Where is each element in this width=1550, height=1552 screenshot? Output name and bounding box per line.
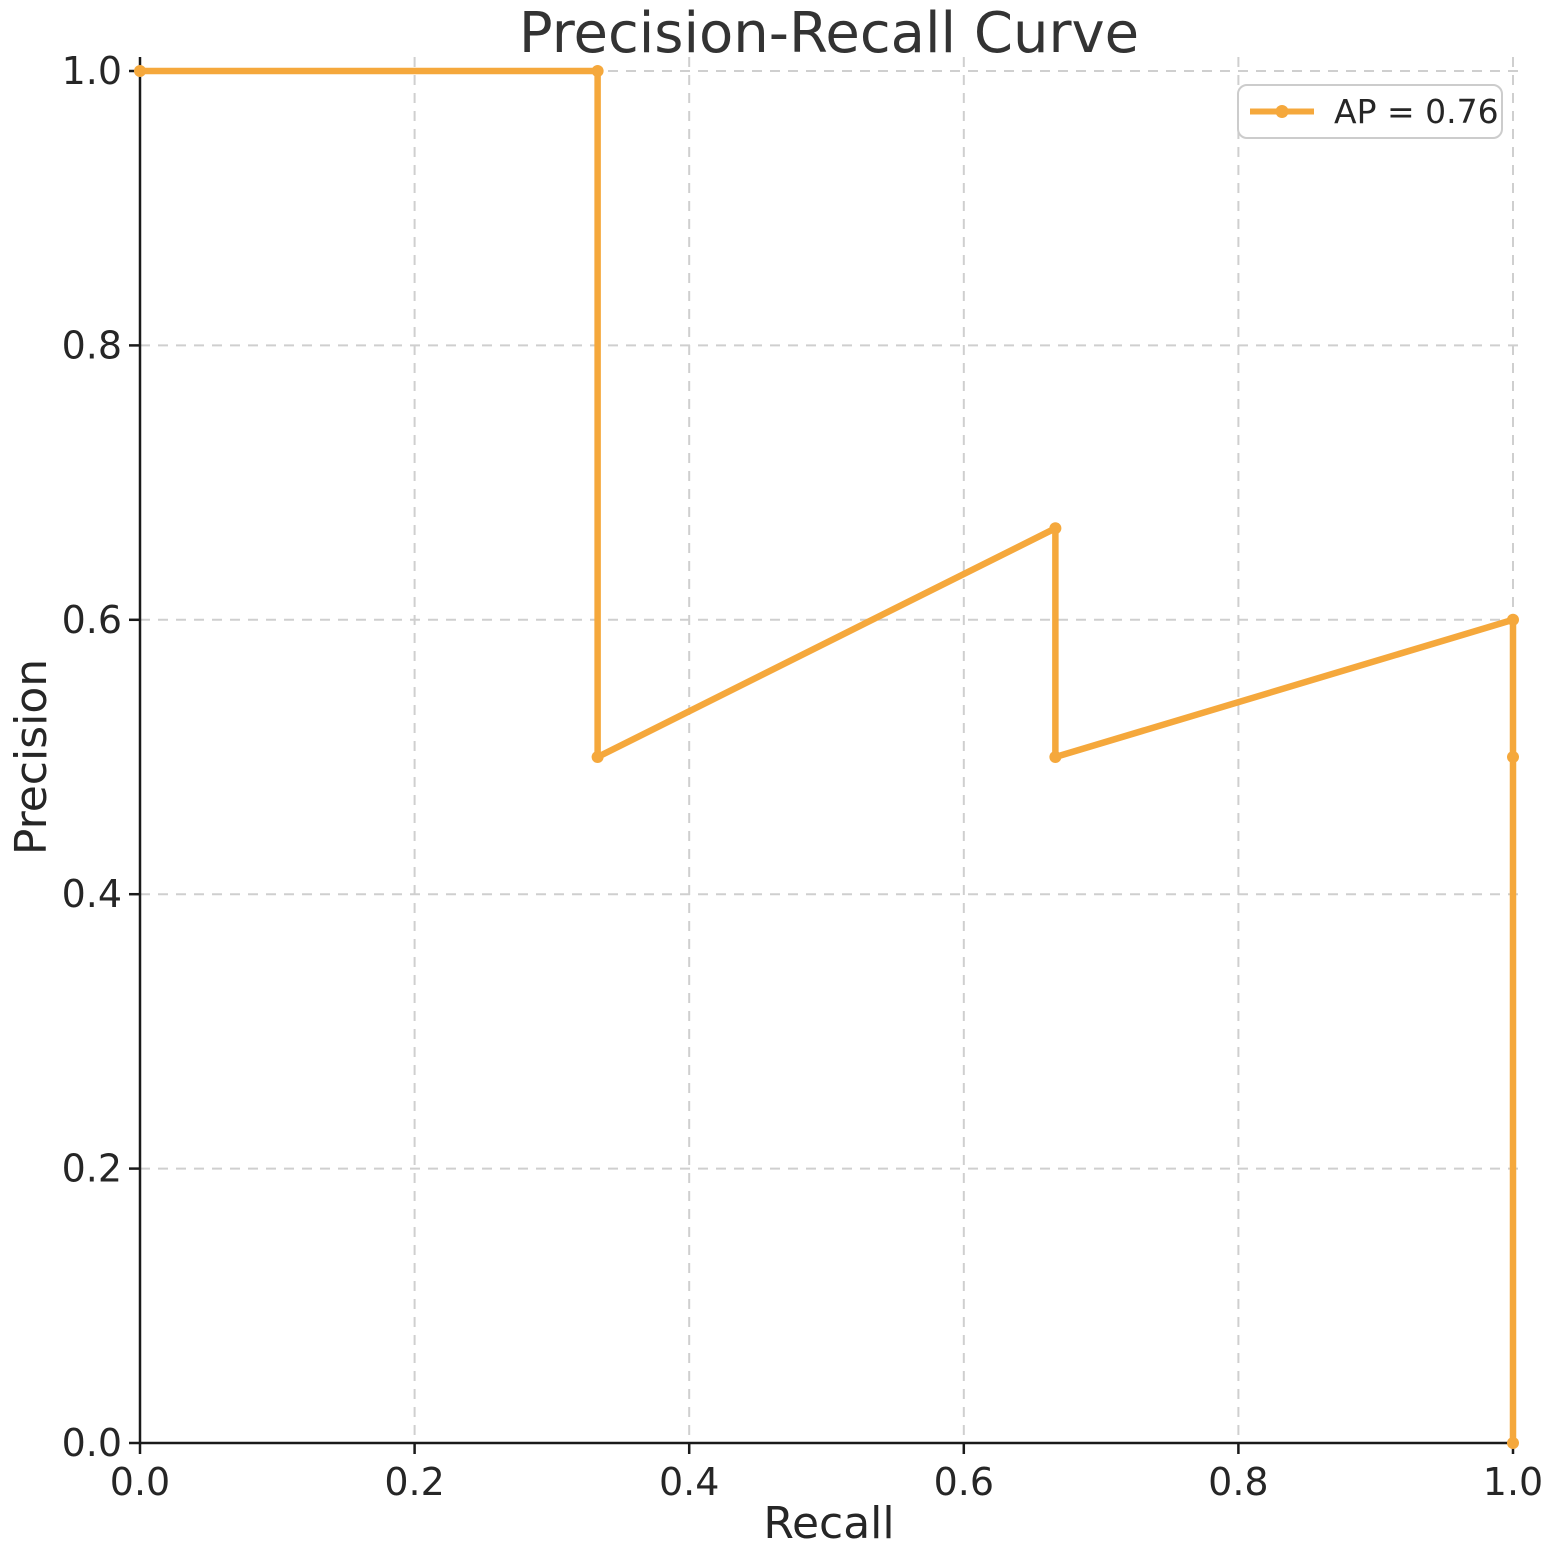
x-tick-label: 0.2 bbox=[384, 1460, 444, 1504]
x-tick-label: 0.0 bbox=[110, 1460, 170, 1504]
legend-marker-icon bbox=[1275, 105, 1289, 118]
x-axis-label: Recall bbox=[763, 1498, 894, 1549]
pr-curve-line bbox=[140, 67, 1517, 1443]
x-tick-label: 1.0 bbox=[1483, 1460, 1543, 1504]
axes-layer: 0.0 0.2 0.4 0.6 0.8 1.0 0.0 0.2 0.4 0.6 0.8 1.0 bbox=[62, 49, 1544, 1504]
y-axis-label: Precision bbox=[6, 659, 57, 855]
y-tick-label: 1.0 bbox=[62, 49, 122, 93]
y-tick-label: 0.4 bbox=[62, 872, 122, 916]
x-tick-label: 0.8 bbox=[1208, 1460, 1268, 1504]
data-point-marker bbox=[1049, 522, 1062, 535]
legend-label: AP = 0.76 bbox=[1334, 92, 1499, 131]
y-tick-label: 0.0 bbox=[62, 1421, 122, 1465]
data-point-marker bbox=[1507, 1437, 1519, 1449]
data-point-marker bbox=[591, 751, 604, 763]
data-point-marker bbox=[1049, 751, 1062, 763]
grid-layer bbox=[139, 57, 1518, 1444]
legend: AP = 0.76 bbox=[1237, 84, 1503, 139]
data-point-marker bbox=[134, 65, 146, 77]
series-layer bbox=[134, 65, 1519, 1449]
x-tick-label: 0.6 bbox=[934, 1460, 994, 1504]
data-point-marker bbox=[1507, 613, 1519, 626]
data-point-marker bbox=[591, 65, 604, 77]
y-tick-label: 0.6 bbox=[62, 598, 122, 642]
y-tick-label: 0.2 bbox=[62, 1147, 122, 1191]
data-point-marker bbox=[1507, 751, 1519, 763]
chart-title: Precision-Recall Curve bbox=[519, 1, 1139, 66]
y-tick-label: 0.8 bbox=[62, 323, 122, 367]
x-tick-label: 0.4 bbox=[659, 1460, 719, 1504]
legend-box bbox=[1237, 84, 1503, 139]
